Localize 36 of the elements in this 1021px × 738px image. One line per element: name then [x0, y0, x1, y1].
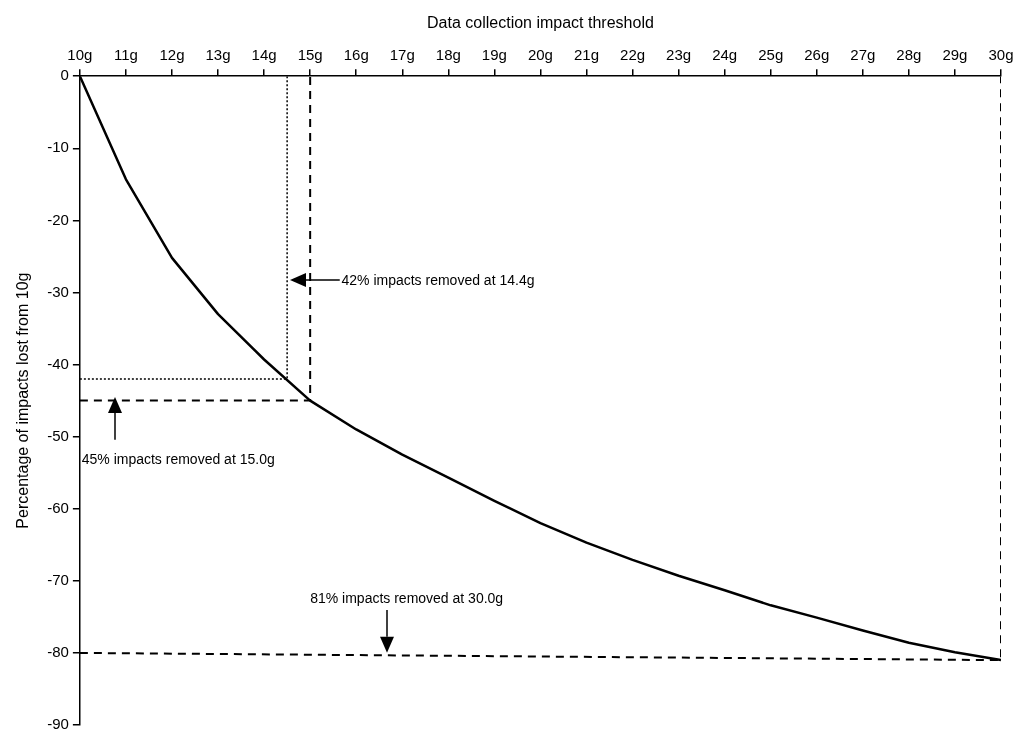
x-tick-label: 18g	[435, 46, 461, 64]
y-tick-label: -90	[47, 715, 69, 733]
x-tick-label: 11g	[113, 46, 138, 64]
x-tick-label: 28g	[896, 46, 922, 64]
annotation: 81% impacts removed at 30.0g	[310, 589, 504, 608]
y-tick-label: -50	[47, 426, 69, 444]
y-tick-label: -30	[47, 282, 69, 300]
x-tick-label: 17g	[389, 46, 415, 64]
x-tick-label: 10g	[67, 46, 93, 64]
y-tick-label: 0	[60, 66, 69, 84]
x-tick-label: 15g	[297, 46, 323, 64]
y-tick-label: -60	[47, 498, 69, 516]
y-axis-title: Percentage of impacts lost from 10g	[14, 272, 32, 529]
x-tick-label: 27g	[850, 46, 876, 64]
annotation: 42% impacts removed at 14.4g	[341, 270, 535, 289]
x-tick-label: 30g	[988, 46, 1014, 64]
x-tick-label: 13g	[205, 46, 231, 64]
x-tick-label: 25g	[758, 46, 784, 64]
x-tick-label: 19g	[481, 46, 507, 64]
x-tick-label: 20g	[527, 46, 553, 64]
x-axis-title: Data collection impact threshold	[427, 14, 654, 32]
x-tick-label: 23g	[666, 46, 692, 64]
y-tick-label: -40	[47, 354, 69, 372]
x-tick-label: 26g	[804, 46, 830, 64]
x-tick-label: 12g	[159, 46, 185, 64]
x-tick-label: 16g	[343, 46, 369, 64]
y-tick-label: -70	[47, 570, 69, 588]
x-tick-label: 14g	[251, 46, 277, 64]
y-tick-label: -20	[47, 210, 69, 228]
y-tick-label: -10	[47, 138, 69, 156]
x-tick-label: 21g	[573, 46, 600, 64]
x-tick-label: 29g	[942, 46, 968, 64]
y-tick-label: -80	[47, 643, 69, 661]
x-tick-label: 22g	[620, 46, 646, 64]
annotation: 45% impacts removed at 15.0g	[81, 450, 275, 468]
x-tick-label: 24g	[712, 46, 738, 64]
